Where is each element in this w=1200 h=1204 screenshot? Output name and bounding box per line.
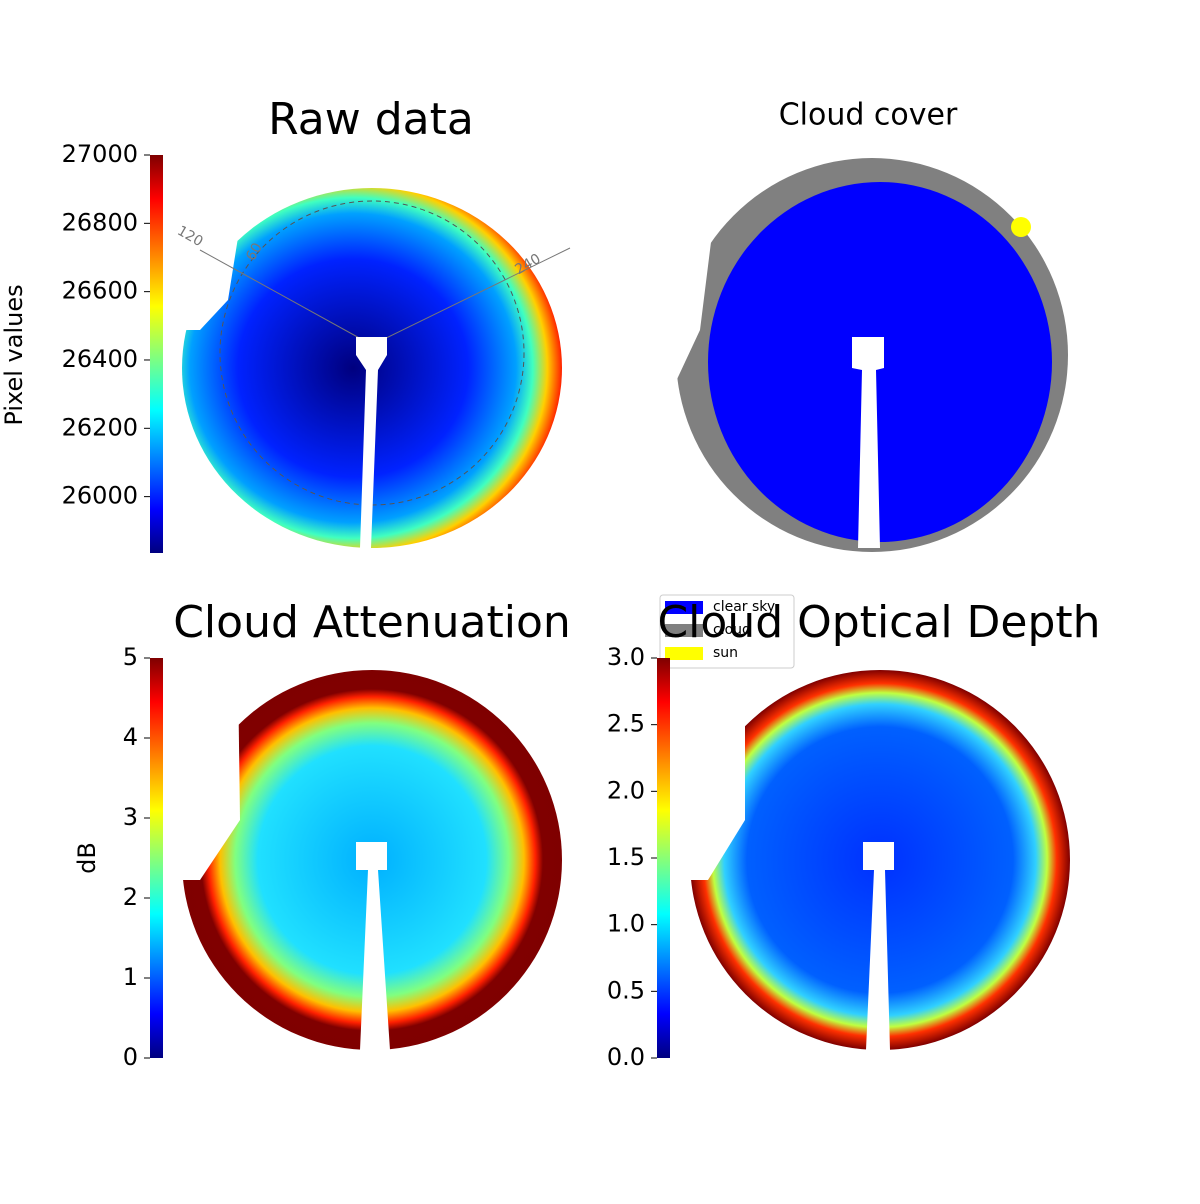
colorbar-tick-label: 26400 xyxy=(62,345,138,373)
colorbar-tick-label: 3 xyxy=(123,803,138,831)
colorbar-tick-label: 4 xyxy=(123,723,138,751)
colorbar-tick-label: 0.0 xyxy=(607,1043,645,1071)
colorbar-label: dB xyxy=(73,842,101,874)
colorbar-tick-label: 26600 xyxy=(62,277,138,305)
colorbar-tick-label: 26000 xyxy=(62,482,138,510)
colorbar-tick-label: 5 xyxy=(123,643,138,671)
legend-label: sun xyxy=(713,645,738,661)
colorbar xyxy=(657,658,670,1058)
colorbar xyxy=(150,155,163,553)
colorbar-tick-label: 1 xyxy=(123,963,138,991)
colorbar-tick-label: 0.5 xyxy=(607,976,645,1004)
colorbar xyxy=(150,658,163,1058)
colorbar-tick-label: 3.0 xyxy=(607,643,645,671)
image-optical-depth xyxy=(688,670,1070,1050)
legend-label: clear sky xyxy=(713,599,775,615)
colorbar-tick-label: 26800 xyxy=(62,208,138,236)
colorbar-tick-label: 2 xyxy=(123,883,138,911)
colorbar-tick-label: 0 xyxy=(123,1043,138,1071)
colorbar-label: Pixel values xyxy=(0,284,28,425)
panel-title: Cloud Optical Depth xyxy=(657,597,1100,648)
legend-label: cloud xyxy=(713,622,751,638)
colorbar-tick-label: 2.5 xyxy=(607,710,645,738)
polar-label: 60 xyxy=(243,240,266,263)
image-cloud-cover xyxy=(660,158,1068,552)
legend-swatch xyxy=(665,647,703,660)
legend-swatch xyxy=(665,624,703,637)
colorbar-tick-label: 1.5 xyxy=(607,843,645,871)
legend-swatch xyxy=(665,601,703,614)
colorbar-tick-label: 27000 xyxy=(62,140,138,168)
image-raw xyxy=(182,188,571,548)
panel-title: Cloud cover xyxy=(779,98,958,133)
panel-title: Raw data xyxy=(268,94,474,145)
colorbar-tick-label: 1.0 xyxy=(607,910,645,938)
colorbar-tick-label: 26200 xyxy=(62,413,138,441)
colorbar-tick-label: 2.0 xyxy=(607,776,645,804)
image-attenuation xyxy=(180,670,562,1050)
panel-title: Cloud Attenuation xyxy=(173,597,571,648)
